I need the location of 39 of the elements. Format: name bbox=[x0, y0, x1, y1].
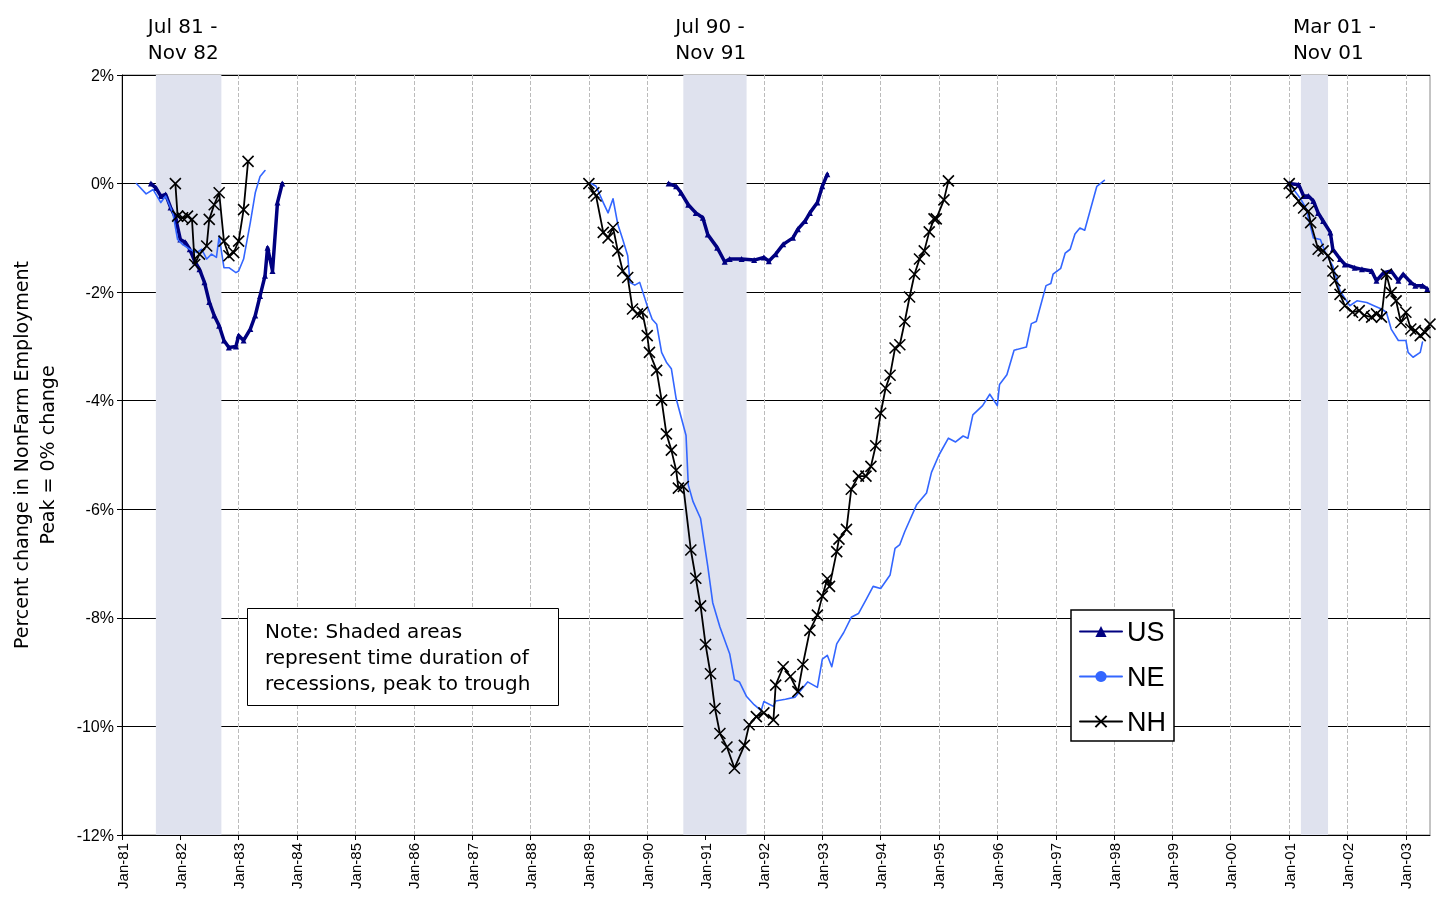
legend-label: NH bbox=[1127, 706, 1166, 737]
x-tick-label: Jan-96 bbox=[988, 843, 1006, 889]
x-tick-label: Jan-84 bbox=[288, 843, 306, 889]
x-tick-label: Jan-95 bbox=[930, 843, 948, 889]
x-tick-label: Jan-81 bbox=[113, 843, 131, 889]
legend-label: US bbox=[1127, 616, 1165, 647]
x-tick-label: Jan-85 bbox=[346, 843, 364, 889]
x-tick-label: Jan-94 bbox=[872, 843, 890, 889]
x-tick-label: Jan-02 bbox=[1339, 843, 1357, 889]
x-tick-label: Jan-03 bbox=[1397, 843, 1415, 889]
x-tick-label: Jan-86 bbox=[405, 843, 423, 889]
band-label: Jul 90 - Nov 91 bbox=[673, 14, 747, 64]
x-tick-label: Jan-93 bbox=[813, 843, 831, 889]
x-tick-label: Jan-99 bbox=[1163, 843, 1181, 889]
y-tick-label: -2% bbox=[85, 283, 114, 301]
legend-label: NE bbox=[1127, 661, 1165, 692]
y-tick-label: -8% bbox=[85, 609, 114, 627]
y-axis-title: Percent change in NonFarm Employment Peak = 0% change bbox=[10, 261, 58, 649]
x-tick-label: Jan-01 bbox=[1280, 843, 1298, 889]
annotation: Note: Shaded areas represent time duration of recessions, peak to trough bbox=[265, 619, 536, 695]
x-tick-label: Jan-89 bbox=[580, 843, 598, 889]
x-tick-label: Jan-97 bbox=[1047, 843, 1065, 889]
x-tick-label: Jan-83 bbox=[230, 843, 248, 889]
x-tick-label: Jan-91 bbox=[697, 843, 715, 889]
x-tick-label: Jan-92 bbox=[755, 843, 773, 889]
y-tick-label: -4% bbox=[85, 392, 114, 410]
y-tick-label: -10% bbox=[76, 717, 114, 735]
x-tick-label: Jan-90 bbox=[638, 843, 656, 889]
band-label: Jul 81 - Nov 82 bbox=[145, 14, 219, 64]
band-label: Mar 01 - Nov 01 bbox=[1292, 14, 1377, 64]
x-tick-label: Jan-00 bbox=[1222, 843, 1240, 889]
y-tick-label: -6% bbox=[85, 500, 114, 518]
x-tick-label: Jan-87 bbox=[463, 843, 481, 889]
y-tick-label: 2% bbox=[90, 66, 114, 84]
x-tick-label: Jan-82 bbox=[171, 843, 189, 889]
y-tick-label: 0% bbox=[90, 175, 114, 193]
y-tick-label: -12% bbox=[76, 826, 114, 844]
x-tick-label: Jan-88 bbox=[521, 843, 539, 889]
x-tick-label: Jan-98 bbox=[1105, 843, 1123, 889]
